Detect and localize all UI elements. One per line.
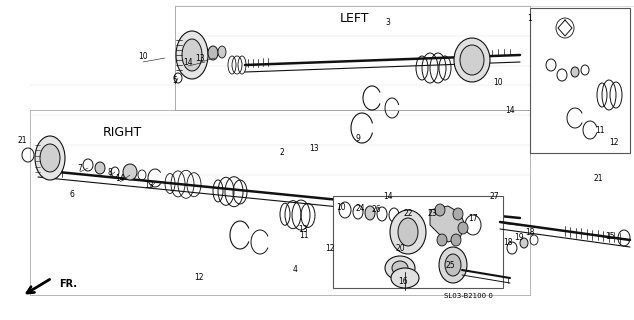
Text: 24: 24: [355, 204, 365, 212]
Text: 12: 12: [325, 244, 335, 252]
Text: 4: 4: [292, 266, 297, 275]
Ellipse shape: [439, 247, 467, 283]
Text: 21: 21: [593, 173, 603, 182]
Text: 10: 10: [493, 77, 503, 86]
Text: 13: 13: [309, 143, 319, 153]
Text: 21: 21: [17, 135, 27, 145]
Ellipse shape: [392, 261, 408, 275]
Text: 18: 18: [525, 228, 534, 236]
Text: 17: 17: [468, 213, 478, 222]
Text: 18: 18: [503, 237, 513, 246]
Ellipse shape: [35, 136, 65, 180]
Text: RIGHT: RIGHT: [102, 125, 141, 139]
Text: 14: 14: [383, 191, 393, 201]
Text: 25: 25: [445, 261, 455, 270]
Text: 26: 26: [371, 204, 381, 213]
Text: 10: 10: [336, 203, 346, 212]
Ellipse shape: [390, 210, 426, 254]
Text: 22: 22: [403, 209, 413, 218]
Ellipse shape: [458, 222, 468, 234]
Bar: [333, 196, 503, 288]
Text: 20: 20: [395, 244, 405, 252]
Ellipse shape: [208, 46, 218, 60]
Ellipse shape: [460, 45, 484, 75]
Ellipse shape: [40, 144, 60, 172]
Text: LEFT: LEFT: [340, 12, 370, 25]
Ellipse shape: [182, 39, 202, 71]
Ellipse shape: [95, 162, 105, 174]
Ellipse shape: [385, 256, 415, 280]
Text: 5: 5: [172, 76, 178, 84]
Ellipse shape: [437, 234, 447, 246]
Text: 14: 14: [115, 173, 125, 182]
Bar: [530, 8, 630, 153]
Text: 13: 13: [298, 225, 308, 234]
Polygon shape: [430, 206, 465, 242]
Text: 27: 27: [489, 191, 499, 201]
Ellipse shape: [453, 208, 463, 220]
Ellipse shape: [454, 38, 490, 82]
Text: 12: 12: [609, 138, 619, 147]
Ellipse shape: [218, 46, 226, 58]
Text: 3: 3: [385, 18, 391, 27]
Text: 14: 14: [505, 106, 515, 115]
Ellipse shape: [435, 204, 445, 216]
Text: 8: 8: [108, 167, 112, 177]
Text: 14: 14: [183, 58, 193, 67]
Text: 6: 6: [70, 189, 74, 198]
Text: 16: 16: [398, 277, 408, 286]
Text: SL03-B2100 0: SL03-B2100 0: [444, 293, 493, 299]
Ellipse shape: [451, 234, 461, 246]
Text: 19: 19: [514, 233, 524, 242]
Ellipse shape: [391, 268, 419, 288]
Text: 13: 13: [195, 53, 205, 62]
Ellipse shape: [176, 31, 208, 79]
Ellipse shape: [123, 164, 137, 180]
Text: 1: 1: [527, 13, 533, 22]
Ellipse shape: [445, 254, 461, 276]
Text: 23: 23: [427, 209, 437, 218]
Text: FR.: FR.: [59, 279, 77, 289]
Text: 2: 2: [280, 148, 285, 156]
Text: 12: 12: [194, 274, 204, 283]
Text: 10: 10: [138, 52, 148, 60]
Ellipse shape: [365, 206, 375, 220]
Text: 13: 13: [144, 180, 154, 189]
Text: 7: 7: [77, 164, 82, 172]
Ellipse shape: [571, 67, 579, 77]
Text: 11: 11: [595, 125, 605, 134]
Text: 9: 9: [356, 133, 361, 142]
Text: 11: 11: [299, 230, 309, 239]
Ellipse shape: [398, 218, 418, 246]
Text: 15: 15: [605, 231, 615, 241]
Ellipse shape: [520, 238, 528, 248]
